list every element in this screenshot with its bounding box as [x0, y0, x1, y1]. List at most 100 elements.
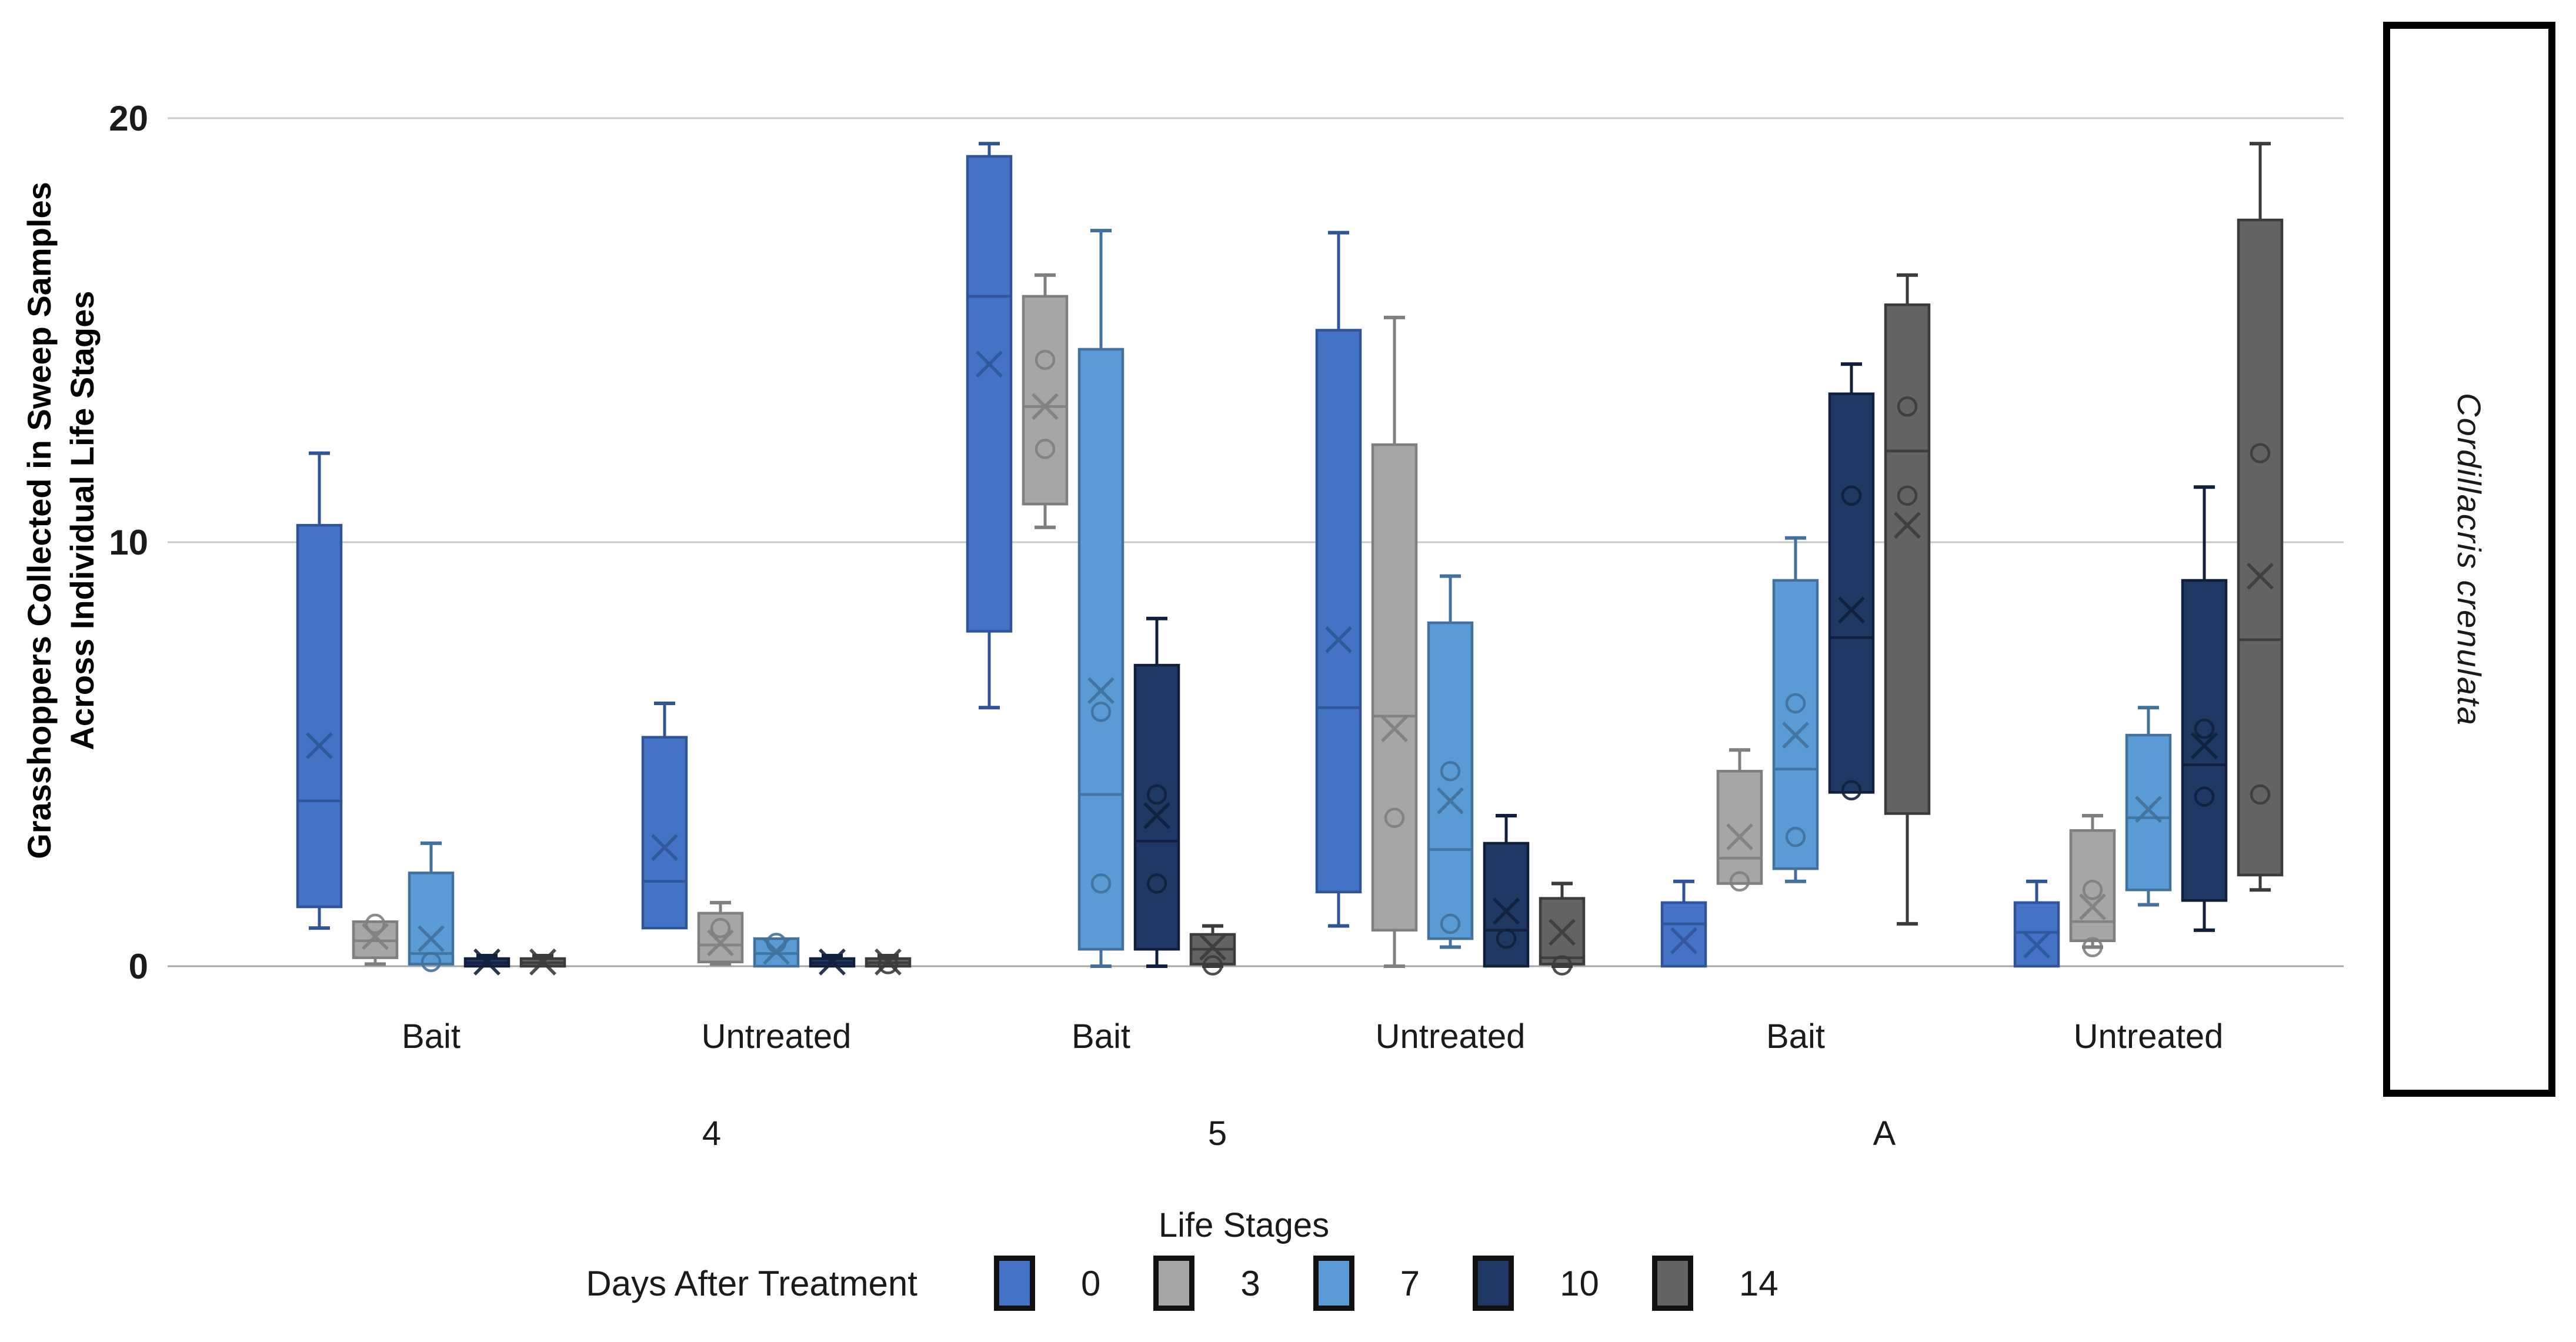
- box-stageA-bait-day14-mean-x-icon: [1894, 512, 1921, 539]
- box-stage5-bait-day7: [1077, 348, 1125, 951]
- box-stage4-bait-day10-mean-x-icon: [473, 948, 500, 976]
- box-stage4-bait-day7: [408, 872, 455, 966]
- box-stage5-untreated-day3-outlier-0: [1384, 807, 1405, 828]
- box-stage5-bait-day10-mean-x-icon: [1143, 802, 1170, 829]
- legend: Days After Treatment 0 3 7 10 14: [0, 1256, 2364, 1311]
- box-stage5-bait-day0: [966, 155, 1013, 633]
- box-stage5-untreated-day10: [1483, 842, 1530, 968]
- box-stageA-untreated-day0-mean-x-icon: [2023, 932, 2050, 959]
- box-stageA-untreated-day3-outlier-0: [2082, 879, 2103, 900]
- legend-label-day-7: 7: [1400, 1263, 1420, 1303]
- box-stage5-bait-day7-outlier-1: [1090, 873, 1112, 894]
- box-stage4-bait-day7-mean-x-icon: [418, 925, 445, 953]
- box-stage5-untreated-day3-mean-x-icon: [1381, 715, 1408, 743]
- x-label-untreated-5: Untreated: [2073, 1017, 2224, 1056]
- x-stage-label-4: 4: [702, 1114, 722, 1153]
- box-stage4-untreated-day3-mean-x-icon: [707, 929, 734, 957]
- y-tick-10: 10: [109, 523, 148, 562]
- box-stageA-untreated-day3-mean-x-icon: [2079, 893, 2106, 921]
- box-stage5-untreated-day7-mean-x-icon: [1437, 787, 1464, 814]
- box-stageA-bait-day3: [1716, 770, 1763, 885]
- box-stageA-bait-day7-mean-x-icon: [1782, 722, 1809, 749]
- box-stageA-bait-day0-mean-x-icon: [1670, 927, 1697, 954]
- box-stage5-bait-day10-outlier-1: [1146, 873, 1167, 894]
- box-stageA-untreated-day0: [2013, 901, 2060, 968]
- box-stage5-bait-day14-mean-x-icon: [1199, 933, 1226, 961]
- box-stage5-untreated-day0: [1315, 329, 1362, 894]
- legend-swatch-day-0-icon: [993, 1256, 1035, 1311]
- legend-items: 0 3 7 10 14: [941, 1256, 1778, 1311]
- box-stage4-bait-day7-outlier-0: [421, 952, 442, 973]
- box-stage5-bait-day7-mean-x-icon: [1087, 677, 1115, 705]
- legend-swatch-day-3-icon: [1153, 1256, 1195, 1311]
- legend-label-day-14: 14: [1739, 1263, 1778, 1303]
- legend-label-day-10: 10: [1560, 1263, 1599, 1303]
- x-label-bait-2: Bait: [1072, 1017, 1130, 1056]
- legend-label-day-3: 3: [1240, 1263, 1260, 1303]
- legend-swatch-day-14-icon: [1651, 1256, 1693, 1311]
- legend-item-day-0: 0: [993, 1256, 1101, 1311]
- box-stage5-untreated-day7-outlier-1: [1440, 913, 1461, 934]
- box-stageA-bait-day10-mean-x-icon: [1838, 596, 1865, 624]
- box-stageA-bait-day10-outlier-1: [1841, 780, 1862, 801]
- box-stage4-bait-day14-mean-x-icon: [529, 948, 556, 976]
- legend-item-day-14: 14: [1651, 1256, 1778, 1311]
- box-stageA-bait-day0: [1660, 901, 1707, 968]
- legend-item-day-7: 7: [1313, 1256, 1420, 1311]
- box-stage5-bait-day10-outlier-0: [1146, 784, 1167, 805]
- box-stageA-untreated-day14-outlier-0: [2250, 443, 2271, 463]
- box-stageA-bait-day14-outlier-0: [1897, 396, 1918, 417]
- box-stage4-bait-day0: [296, 523, 343, 909]
- legend-swatch-day-10-icon: [1473, 1256, 1514, 1311]
- box-stage5-bait-day3-outlier-1: [1035, 439, 1056, 459]
- box-stage5-bait-day3-mean-x-icon: [1032, 393, 1059, 420]
- box-stageA-untreated-day14-outlier-1: [2250, 784, 2271, 805]
- box-stageA-untreated-day14-mean-x-icon: [2247, 562, 2274, 590]
- x-label-bait-4: Bait: [1766, 1017, 1825, 1056]
- x-label-untreated-1: Untreated: [701, 1017, 852, 1056]
- x-label-bait-0: Bait: [402, 1017, 461, 1056]
- y-tick-20: 20: [109, 99, 148, 138]
- box-stage5-bait-day3-outlier-0: [1035, 349, 1056, 370]
- box-stage5-untreated-day3: [1371, 443, 1418, 932]
- box-stageA-untreated-day10: [2181, 579, 2228, 902]
- legend-item-day-10: 10: [1473, 1256, 1599, 1311]
- box-stageA-untreated-day10-mean-x-icon: [2191, 732, 2218, 760]
- box-stage5-bait-day10: [1133, 663, 1180, 951]
- box-stage5-untreated-day7-outlier-0: [1440, 761, 1461, 782]
- box-stage4-bait-day0-mean-x-icon: [306, 732, 333, 760]
- box-stageA-untreated-day7: [2125, 733, 2172, 892]
- x-label-untreated-3: Untreated: [1375, 1017, 1526, 1056]
- x-stage-label-5: 5: [1207, 1114, 1227, 1153]
- legend-swatch-day-7-icon: [1313, 1256, 1354, 1311]
- box-stageA-bait-day3-outlier-0: [1729, 871, 1750, 892]
- box-stage4-untreated-day0-mean-x-icon: [651, 834, 678, 862]
- box-stageA-untreated-day7-mean-x-icon: [2135, 796, 2162, 823]
- box-stageA-untreated-day10-outlier-1: [2194, 786, 2215, 807]
- box-stage4-untreated-day14-outlier-0: [877, 954, 899, 974]
- box-stage5-untreated-day10-mean-x-icon: [1493, 897, 1520, 925]
- box-stage4-untreated-day7-outlier-0: [766, 933, 787, 953]
- box-stageA-bait-day3-mean-x-icon: [1726, 823, 1753, 851]
- box-stageA-untreated-day3-outlier-1: [2082, 937, 2103, 957]
- box-stageA-untreated-day3: [2069, 829, 2116, 942]
- box-stageA-bait-day14-outlier-1: [1897, 485, 1918, 506]
- species-panel: Cordillacris crenulata: [2383, 22, 2555, 1097]
- box-stageA-bait-day10-outlier-0: [1841, 485, 1862, 506]
- box-stageA-bait-day7-outlier-1: [1785, 826, 1806, 847]
- box-stageA-bait-day7: [1772, 579, 1819, 870]
- box-stageA-untreated-day14: [2237, 218, 2284, 877]
- x-stage-label-A: A: [1873, 1114, 1896, 1153]
- box-stage4-bait-day3-outlier-0: [365, 913, 386, 934]
- legend-title: Days After Treatment: [586, 1263, 917, 1303]
- box-stage4-untreated-day10-mean-x-icon: [819, 948, 846, 976]
- box-stage5-untreated-day14-outlier-0: [1551, 955, 1573, 976]
- box-stage4-untreated-day14-mean-x-icon: [875, 948, 902, 976]
- box-stageA-bait-day10: [1828, 392, 1875, 794]
- box-stageA-untreated-day10-outlier-0: [2194, 718, 2215, 739]
- box-stage5-untreated-day10-outlier-0: [1496, 928, 1517, 949]
- box-stage5-bait-day14-outlier-0: [1202, 955, 1223, 976]
- box-stage5-bait-day3: [1022, 295, 1069, 506]
- legend-label-day-0: 0: [1080, 1263, 1101, 1303]
- legend-item-day-3: 3: [1153, 1256, 1260, 1311]
